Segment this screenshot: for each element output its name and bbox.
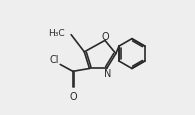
Text: H₃C: H₃C (48, 29, 65, 37)
Text: Cl: Cl (50, 54, 59, 64)
Text: N: N (104, 68, 112, 78)
Text: O: O (69, 92, 77, 102)
Text: O: O (102, 32, 109, 42)
